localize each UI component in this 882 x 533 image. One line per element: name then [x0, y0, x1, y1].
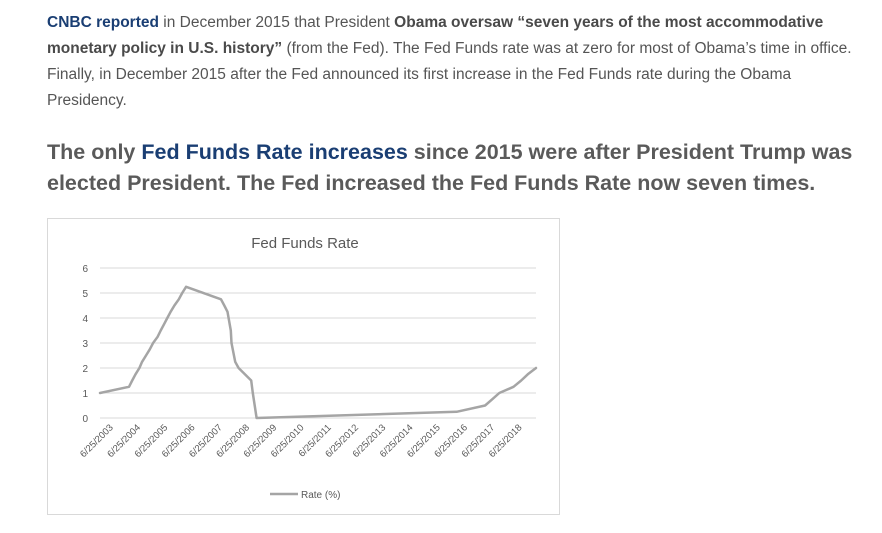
data-point	[134, 373, 137, 376]
data-point	[159, 329, 162, 332]
intro-paragraph: CNBC reported in December 2015 that Pres…	[47, 10, 872, 114]
data-point	[230, 342, 233, 344]
data-point	[181, 292, 183, 294]
data-point	[226, 311, 229, 313]
fed-funds-rate-link[interactable]: Fed Funds Rate increases	[141, 140, 408, 164]
chart-svg: Fed Funds Rate 0 1 2 3 4 5 6 6/25/20036/25/200…	[78, 235, 538, 501]
data-point	[250, 379, 252, 382]
data-point	[166, 317, 169, 319]
fed-funds-chart: Fed Funds Rate 0 1 2 3 4 5 6 6/25/2003 6/25/200…	[47, 218, 560, 515]
y-tick-label: 6	[82, 264, 88, 275]
data-point	[455, 411, 458, 413]
series-layer	[98, 285, 538, 420]
data-point	[491, 398, 494, 401]
y-tick-label: 1	[82, 389, 88, 400]
data-point	[520, 379, 522, 382]
data-point	[220, 298, 222, 301]
data-point	[169, 311, 172, 313]
grid-lines	[100, 267, 536, 419]
section-heading: The only Fed Funds Rate increases since …	[47, 137, 877, 199]
legend-label: Rate (%)	[301, 490, 340, 501]
data-point	[141, 361, 143, 363]
heading-text-1: The only	[47, 140, 142, 164]
heading-text-2: since 2015 were after President Trump wa…	[47, 140, 853, 195]
legend: Rate (%)	[270, 490, 340, 501]
data-point	[237, 367, 240, 369]
data-point	[527, 373, 529, 376]
y-tick-label: 0	[82, 414, 88, 425]
y-tick-label: 4	[82, 314, 88, 325]
y-tick-label: 5	[82, 289, 88, 300]
data-point	[230, 329, 232, 332]
data-point	[128, 386, 130, 388]
data-point	[255, 417, 258, 419]
data-point	[178, 298, 180, 301]
data-point	[535, 367, 537, 369]
series-line-rate	[98, 285, 538, 420]
data-point	[484, 404, 486, 407]
chart-title: Fed Funds Rate	[251, 235, 359, 252]
data-point	[512, 386, 515, 388]
data-point	[156, 336, 159, 338]
data-point	[149, 348, 151, 351]
x-axis-ticks: 6/25/20036/25/20046/25/20056/25/20066/25…	[78, 422, 524, 460]
intro-bold-quote: Obama oversaw “seven years of the most a…	[47, 14, 824, 57]
data-point	[234, 361, 236, 363]
data-point	[498, 392, 501, 394]
data-point	[223, 304, 226, 307]
data-point	[173, 304, 176, 307]
y-axis-ticks: 0 1 2 3 4 5 6	[82, 264, 88, 425]
data-point	[185, 286, 187, 288]
data-point	[152, 342, 154, 344]
data-point	[145, 354, 147, 357]
intro-text-2: (from the Fed). The Fed Funds rate was a…	[47, 40, 852, 109]
y-tick-label: 3	[82, 339, 88, 350]
data-point	[252, 392, 254, 394]
cnbc-link[interactable]: CNBC reported	[47, 14, 159, 31]
data-point	[138, 367, 141, 369]
data-point	[99, 392, 101, 394]
y-tick-label: 2	[82, 364, 88, 375]
data-point	[131, 379, 133, 382]
intro-text-1: in December 2015 that President	[158, 14, 395, 31]
data-point	[163, 323, 165, 326]
